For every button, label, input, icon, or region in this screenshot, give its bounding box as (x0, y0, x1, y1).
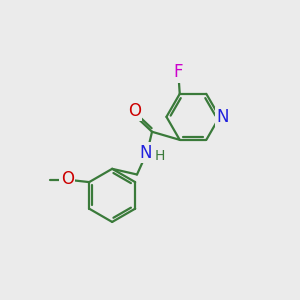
Text: O: O (61, 169, 74, 188)
Text: O: O (128, 102, 141, 120)
Text: N: N (216, 108, 229, 126)
Text: F: F (174, 63, 183, 81)
Text: H: H (154, 149, 165, 164)
Text: N: N (139, 144, 152, 162)
